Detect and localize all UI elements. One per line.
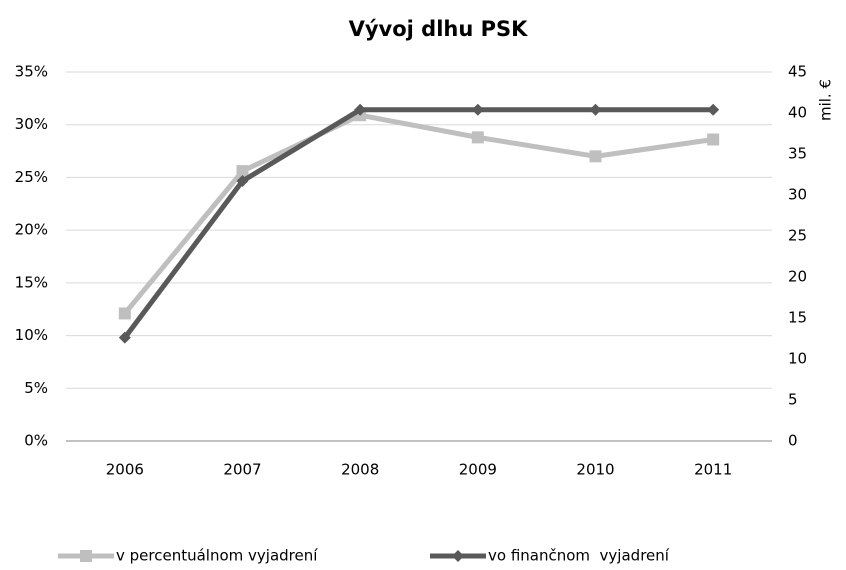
- chart-title: Vývoj dlhu PSK: [349, 17, 529, 41]
- x-tick-label: 2008: [341, 461, 379, 479]
- series-line: [122, 107, 714, 340]
- x-tick-label: 2006: [106, 461, 144, 479]
- point: [589, 150, 602, 163]
- y2-tick-label: 30: [788, 186, 807, 204]
- y-tick-label: 30%: [15, 115, 48, 133]
- series-line: [122, 112, 714, 316]
- point: [471, 131, 484, 144]
- point: [707, 133, 720, 146]
- y2-tick-label: 35: [788, 145, 807, 163]
- point: [236, 165, 249, 178]
- x-tick-label: 2007: [223, 461, 261, 479]
- y2-tick-label: 15: [788, 309, 807, 327]
- x-tick-label: 2010: [576, 461, 614, 479]
- y2-tick-label: 25: [788, 227, 807, 245]
- y2-tick-label: 40: [788, 104, 807, 122]
- point: [236, 175, 249, 188]
- y2-tick-label: 0: [788, 432, 798, 450]
- legend-marker: [452, 550, 464, 562]
- point: [354, 103, 367, 116]
- point: [471, 103, 484, 116]
- y2-tick-label: 20: [788, 268, 807, 286]
- y-tick-label: 20%: [15, 221, 48, 239]
- y-tick-label: 0%: [24, 432, 48, 450]
- point: [589, 103, 602, 116]
- y-tick-label: 25%: [15, 168, 48, 186]
- y-tick-label: 10%: [15, 326, 48, 344]
- y2-tick-label: 10: [788, 350, 807, 368]
- x-tick-label: 2009: [459, 461, 497, 479]
- y2-tick-label: 5: [788, 391, 798, 409]
- y-tick-label: 35%: [15, 63, 48, 81]
- y2-tick-label: 45: [788, 63, 807, 81]
- legend-marker: [80, 550, 92, 562]
- y-tick-label: 15%: [15, 273, 48, 291]
- y-tick-label: 5%: [24, 379, 48, 397]
- point: [707, 103, 720, 116]
- point: [118, 307, 131, 320]
- x-tick-label: 2011: [694, 461, 732, 479]
- y2-axis-label: mil. €: [817, 79, 835, 121]
- point: [118, 331, 131, 344]
- legend-label: v percentuálnom vyjadrení: [116, 547, 318, 565]
- legend-label: vo finančnom vyjadrení: [488, 547, 670, 565]
